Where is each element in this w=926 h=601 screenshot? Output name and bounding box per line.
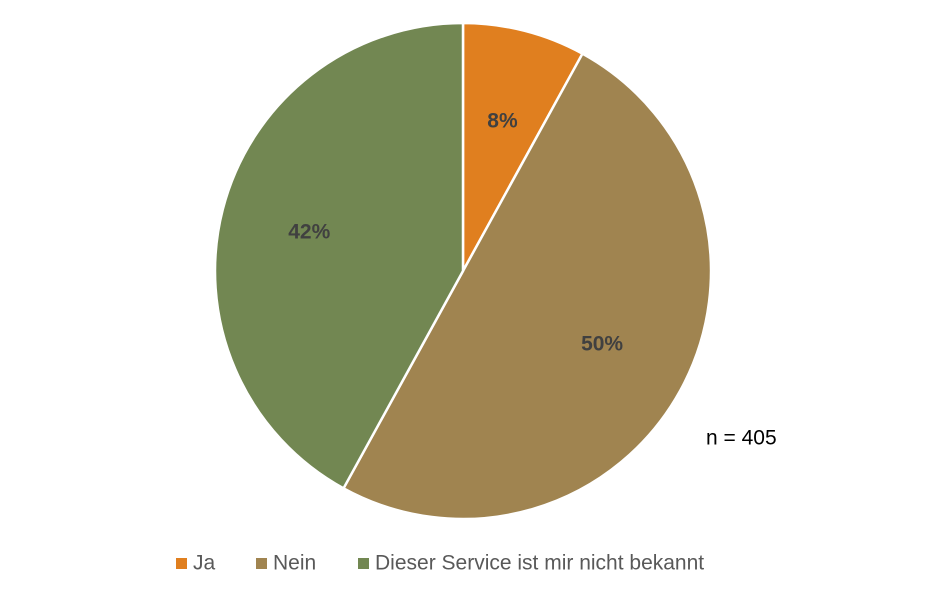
legend-swatch (176, 558, 187, 569)
pie-slice (341, 51, 713, 521)
legend-label: Ja (193, 552, 216, 575)
data-label: 8% (487, 110, 518, 133)
data-label: 50% (581, 333, 623, 356)
legend-swatch (358, 558, 369, 569)
data-label: 42% (288, 220, 330, 243)
pie-slice (461, 21, 585, 272)
legend-swatch (256, 558, 267, 569)
legend-label: Dieser Service ist mir nicht bekannt (375, 552, 704, 575)
pie-slice (213, 21, 465, 491)
annotation: n = 405 (706, 427, 777, 450)
legend-label: Nein (273, 552, 316, 575)
